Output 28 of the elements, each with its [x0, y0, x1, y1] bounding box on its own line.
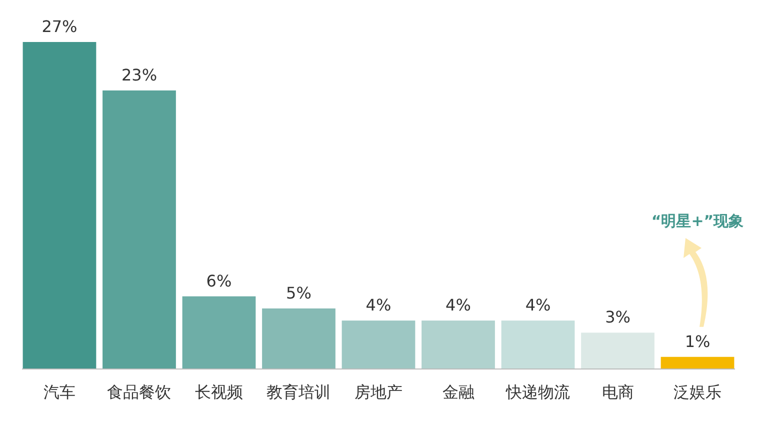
bar	[660, 356, 734, 369]
data-label: 4%	[525, 296, 551, 315]
bar	[262, 308, 336, 369]
bar	[501, 320, 575, 369]
x-tick-label: 教育培训	[266, 382, 331, 402]
bar	[422, 320, 495, 369]
data-label: 5%	[286, 283, 312, 302]
bar	[102, 90, 176, 369]
bar	[342, 320, 416, 369]
data-label: 3%	[605, 308, 630, 327]
data-label: 27%	[42, 17, 78, 36]
data-label: 23%	[121, 65, 158, 84]
data-label: 4%	[446, 296, 471, 315]
x-tick-label: 电商	[602, 382, 634, 402]
x-tick-label: 金融	[442, 382, 474, 402]
bar	[182, 296, 256, 369]
x-tick-label: 快递物流	[505, 382, 570, 402]
x-tick-label: 房地产	[354, 382, 402, 402]
bar	[22, 42, 96, 369]
bar	[581, 332, 654, 369]
x-tick-label: 汽车	[43, 382, 76, 402]
x-tick-label: 长视频	[194, 382, 243, 402]
data-label: 1%	[684, 332, 710, 351]
data-label: 6%	[206, 271, 232, 290]
annotation: “明星+”现象	[651, 212, 744, 230]
x-tick-label: 泛娱乐	[674, 382, 722, 402]
data-label: 4%	[366, 296, 392, 315]
x-tick-label: 食品餐饮	[107, 382, 172, 402]
